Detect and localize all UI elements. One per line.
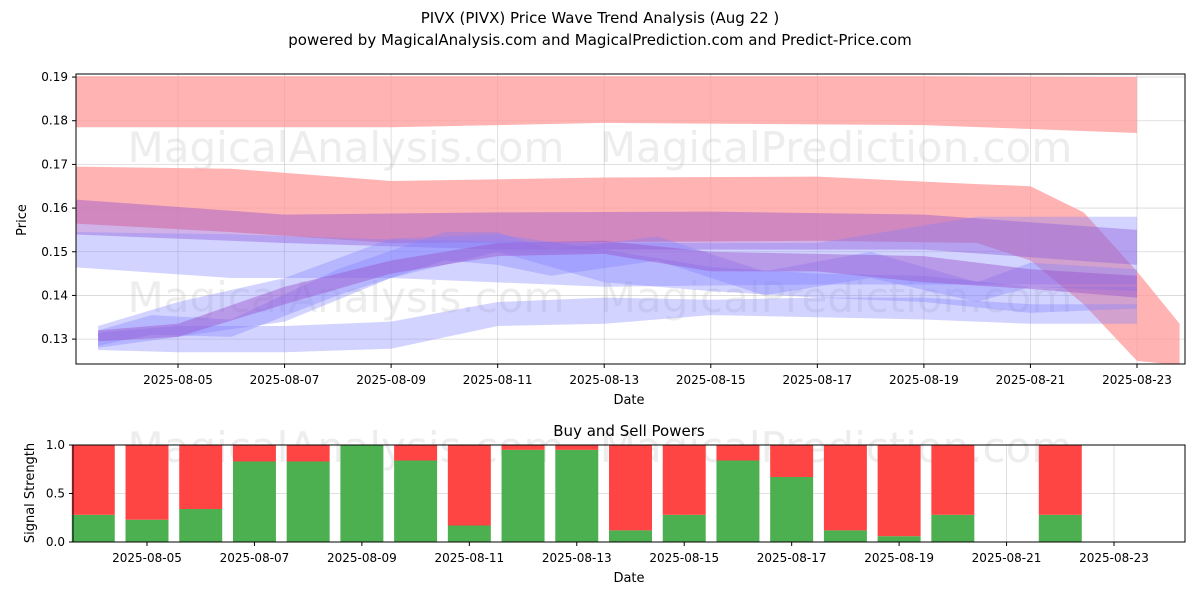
price-ytick-label: 0.19 [41, 70, 68, 84]
price-y-label: Price [15, 204, 30, 236]
price-xtick-label: 2025-08-09 [356, 373, 426, 387]
price-band-blue-3 [76, 216, 1137, 287]
price-xtick-label: 2025-08-17 [782, 373, 852, 387]
signal-xtick-label: 2025-08-23 [1079, 551, 1149, 565]
signal-xtick-label: 2025-08-05 [112, 551, 182, 565]
watermark-analysis-mid: MagicalAnalysis.com [128, 273, 565, 322]
price-plot-frame [75, 73, 1186, 365]
signal-ytick-label: 0.0 [46, 535, 65, 549]
signal-plot-frame [72, 444, 1186, 543]
signal-xtick-label: 2025-08-21 [972, 551, 1042, 565]
sell-bar [931, 445, 975, 515]
sell-bar [71, 445, 115, 515]
signal-ytick-label: 1.0 [46, 438, 65, 452]
price-ytick-label: 0.14 [41, 288, 68, 302]
buy-bar [555, 449, 599, 542]
price-xtick-label: 2025-08-07 [250, 373, 320, 387]
price-xtick-label: 2025-08-23 [1102, 373, 1172, 387]
sell-bar [447, 445, 491, 526]
signal-xtick-label: 2025-08-13 [542, 551, 612, 565]
chart-title: PIVX (PIVX) Price Wave Trend Analysis (A… [420, 9, 780, 27]
signal-xtick-label: 2025-08-07 [220, 551, 290, 565]
price-bands [76, 76, 1180, 364]
signal-x-label: Date [613, 571, 644, 586]
sell-bar [877, 445, 921, 537]
price-ytick-label: 0.17 [41, 157, 68, 171]
sell-bar [555, 445, 599, 450]
sell-bar [1038, 445, 1082, 515]
sell-bar [823, 445, 867, 531]
buy-bar [179, 509, 223, 542]
price-xtick-label: 2025-08-21 [996, 373, 1066, 387]
signal-xtick-label: 2025-08-17 [757, 551, 827, 565]
sell-bar [286, 445, 330, 462]
signal-xtick-label: 2025-08-15 [649, 551, 719, 565]
buy-bar [71, 514, 115, 542]
buy-bar [609, 530, 652, 542]
buy-bar [823, 530, 867, 542]
price-axes: 0.13 0.14 0.15 0.16 0.17 0.18 0.19 2025-08-05 20… [41, 70, 1186, 387]
sell-bar [662, 445, 706, 515]
price-ytick-label: 0.15 [41, 245, 68, 259]
watermark-analysis-top: MagicalAnalysis.com [128, 123, 565, 172]
price-xtick-label: 2025-08-15 [676, 373, 746, 387]
price-xtick-label: 2025-08-13 [569, 373, 639, 387]
buy-bar [770, 477, 814, 542]
sell-bar [716, 445, 760, 461]
buy-bar [1038, 514, 1082, 542]
price-band-red-0 [76, 76, 1137, 133]
signal-xtick-label: 2025-08-09 [327, 551, 397, 565]
signal-axes: 0.0 0.5 1.0 2025-08-05 2025-08-07 2025-08-09 2… [46, 438, 1186, 565]
buy-bar [877, 536, 921, 542]
chart-subtitle: powered by MagicalAnalysis.com and Magic… [288, 31, 912, 49]
price-ytick-label: 0.13 [41, 332, 68, 346]
price-band-red-1 [76, 166, 1180, 364]
price-band-blue-5 [98, 297, 1138, 353]
signal-chart-title: Buy and Sell Powers [553, 422, 705, 440]
watermark-prediction-mid: MagicalPrediction.com [600, 273, 1073, 322]
price-xtick-label: 2025-08-05 [143, 373, 213, 387]
buy-bar [394, 460, 438, 542]
price-ytick-label: 0.18 [41, 114, 68, 128]
buy-bar [125, 519, 169, 542]
buy-bar [931, 514, 975, 542]
price-band-blue-6 [98, 232, 1138, 346]
watermark-prediction-top: MagicalPrediction.com [600, 123, 1073, 172]
signal-ytick-label: 0.5 [46, 487, 65, 501]
price-band-purple-7 [98, 240, 1138, 342]
price-band-purple-2 [76, 199, 1137, 265]
buy-bar [662, 514, 706, 542]
buy-bar [501, 449, 545, 542]
sell-bar [179, 445, 223, 510]
sell-bar [232, 445, 276, 462]
sell-bar [394, 445, 438, 461]
price-x-label: Date [613, 393, 644, 408]
price-ytick-label: 0.16 [41, 201, 68, 215]
buy-bar [232, 461, 276, 542]
sell-bar [609, 445, 652, 531]
price-xtick-label: 2025-08-11 [463, 373, 533, 387]
signal-xtick-label: 2025-08-19 [864, 551, 934, 565]
signal-xtick-label: 2025-08-11 [434, 551, 504, 565]
buy-bar [340, 445, 384, 542]
signal-bars [71, 445, 1082, 542]
signal-y-label: Signal Strength [23, 443, 38, 543]
price-xtick-label: 2025-08-19 [889, 373, 959, 387]
buy-bar [447, 525, 491, 542]
buy-bar [286, 461, 330, 542]
sell-bar [770, 445, 814, 478]
sell-bar [501, 445, 545, 450]
price-band-blue-4 [98, 234, 1138, 348]
sell-bar [125, 445, 169, 520]
buy-bar [716, 460, 760, 542]
